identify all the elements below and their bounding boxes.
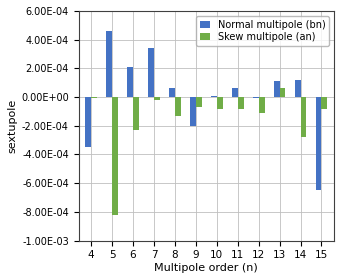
Bar <box>190 97 196 126</box>
Legend: Normal multipole (bn), Skew multipole (an): Normal multipole (bn), Skew multipole (a… <box>196 16 329 46</box>
Bar <box>274 81 280 97</box>
X-axis label: Multipole order (n): Multipole order (n) <box>154 263 258 273</box>
Bar <box>154 97 160 100</box>
Bar <box>295 80 300 97</box>
Bar <box>196 97 202 107</box>
Bar <box>280 88 285 97</box>
Bar <box>91 97 97 98</box>
Bar <box>175 97 181 116</box>
Bar <box>322 97 327 109</box>
Bar <box>169 88 175 97</box>
Bar <box>133 97 139 130</box>
Bar <box>211 96 217 97</box>
Bar <box>217 97 223 109</box>
Bar <box>106 31 112 97</box>
Bar <box>259 97 265 113</box>
Y-axis label: sextupole: sextupole <box>7 99 17 153</box>
Bar <box>85 97 91 147</box>
Bar <box>253 97 259 99</box>
Bar <box>148 48 154 97</box>
Bar <box>238 97 243 109</box>
Bar <box>112 97 118 215</box>
Bar <box>300 97 307 137</box>
Bar <box>316 97 322 190</box>
Bar <box>232 88 238 97</box>
Bar <box>127 67 133 97</box>
